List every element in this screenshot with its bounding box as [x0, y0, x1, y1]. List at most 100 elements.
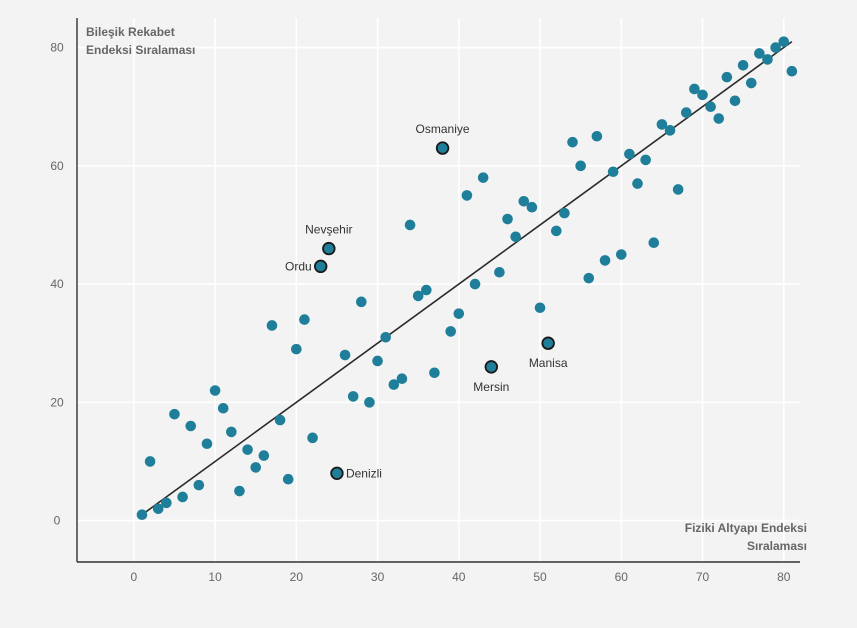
data-point	[607, 166, 619, 178]
data-point	[242, 444, 253, 455]
x-tick-label: 10	[208, 570, 222, 584]
data-point	[258, 450, 270, 461]
data-point	[567, 136, 578, 148]
highlighted-point	[314, 259, 328, 274]
data-point	[201, 438, 213, 450]
data-point	[282, 473, 294, 485]
trend-line	[141, 41, 793, 516]
data-point	[136, 509, 148, 520]
data-point	[762, 54, 773, 65]
data-point	[526, 201, 538, 213]
data-point	[672, 184, 684, 195]
data-point	[461, 190, 473, 201]
highlighted-point	[484, 360, 499, 374]
data-point	[217, 402, 229, 414]
x-tick-label: 60	[615, 570, 629, 584]
data-point	[559, 207, 570, 219]
highlighted-point	[541, 336, 555, 350]
highlighted-points: Osmaniye Nevşehir Ordu Manisa Mersin Denizli	[285, 122, 568, 480]
data-point	[534, 302, 546, 314]
data-point	[144, 456, 156, 467]
data-point	[209, 385, 221, 396]
x-tick-label: 50	[533, 570, 547, 584]
data-point	[737, 60, 749, 71]
data-point	[380, 332, 391, 343]
data-point	[648, 237, 660, 248]
data-point	[372, 355, 383, 367]
data-point	[185, 420, 197, 432]
data-point	[745, 77, 757, 89]
data-point	[421, 284, 432, 296]
y-tick-label: 20	[50, 395, 64, 409]
data-point	[193, 479, 205, 491]
data-point	[518, 196, 530, 207]
data-point	[347, 391, 359, 402]
data-point	[713, 113, 725, 124]
data-point	[429, 367, 440, 379]
data-point	[404, 219, 416, 231]
highlighted-point-label: Denizli	[346, 466, 382, 480]
highlighted-point	[330, 466, 344, 481]
data-point	[591, 130, 603, 142]
data-point	[356, 296, 367, 308]
highlighted-point-label: Ordu	[285, 259, 312, 273]
y-tick-label: 80	[50, 41, 64, 55]
grid-lines	[77, 18, 800, 562]
data-point	[689, 83, 700, 95]
data-point	[234, 485, 245, 497]
data-point	[632, 178, 643, 189]
data-point	[161, 497, 172, 509]
data-point	[266, 320, 278, 331]
data-point	[152, 503, 164, 515]
data-point	[364, 397, 375, 408]
data-point	[575, 160, 586, 172]
x-tick-label: 40	[452, 570, 466, 584]
data-point	[226, 426, 237, 438]
highlighted-point-label: Mersin	[473, 380, 509, 394]
data-point	[640, 154, 651, 166]
data-point	[656, 119, 668, 130]
data-point	[721, 71, 733, 83]
data-point	[583, 272, 595, 284]
highlighted-point	[322, 241, 336, 256]
data-point	[502, 213, 513, 225]
data-point	[494, 266, 505, 278]
data-point	[510, 231, 521, 243]
tick-labels: 0 10 20 30 40 50 60 70 80 0 20 40 60 80	[50, 41, 790, 584]
data-point	[599, 255, 611, 266]
x-axis-label-line-2: Sıralaması	[747, 539, 807, 553]
data-point	[339, 349, 351, 361]
data-point	[469, 278, 481, 290]
y-tick-label: 40	[50, 277, 64, 291]
data-point	[778, 36, 790, 47]
data-point	[550, 225, 562, 237]
data-point	[453, 308, 465, 319]
y-axis-label-line-2: Endeksi Sıralaması	[86, 43, 195, 57]
data-point	[388, 379, 400, 390]
y-tick-label: 60	[50, 159, 64, 173]
highlighted-point-label: Osmaniye	[416, 122, 470, 136]
data-point	[307, 432, 318, 444]
data-point	[291, 343, 302, 355]
x-axis-label-line-1: Fiziki Altyapı Endeksi	[685, 521, 807, 535]
data-point	[664, 125, 676, 136]
data-points	[136, 36, 798, 520]
data-point	[445, 326, 456, 337]
data-point	[169, 408, 180, 420]
data-point	[786, 65, 798, 77]
data-point	[299, 314, 310, 325]
highlighted-point-label: Manisa	[529, 356, 568, 370]
data-point	[177, 491, 188, 503]
data-point	[680, 107, 692, 118]
data-point	[477, 172, 489, 183]
data-point	[396, 373, 408, 384]
data-point	[624, 148, 635, 160]
data-point	[729, 95, 741, 107]
data-point	[412, 290, 424, 302]
data-point	[697, 89, 708, 101]
data-point	[274, 414, 286, 426]
x-tick-label: 20	[290, 570, 304, 584]
data-point	[705, 101, 716, 112]
